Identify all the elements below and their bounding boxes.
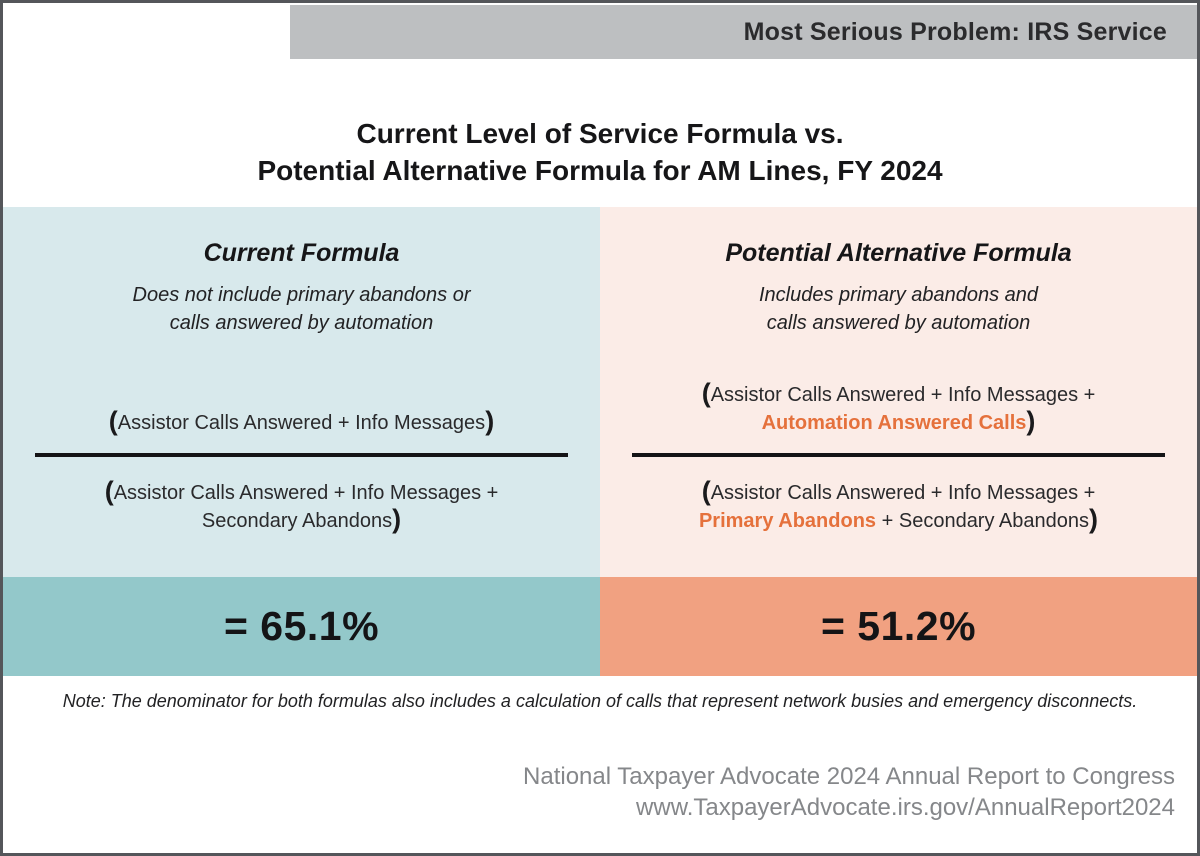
alternative-formula-heading: Potential Alternative Formula xyxy=(725,239,1072,267)
open-paren: ( xyxy=(701,378,711,408)
alternative-formula-denominator: (Assistor Calls Answered + Info Messages… xyxy=(632,476,1165,535)
alternative-denominator-rest: + Secondary Abandons xyxy=(876,510,1090,532)
alternative-formula-subtitle: Includes primary abandons and calls answ… xyxy=(600,281,1197,337)
page-title-line1: Current Level of Service Formula vs. xyxy=(356,118,844,149)
source-footer: National Taxpayer Advocate 2024 Annual R… xyxy=(523,761,1175,823)
current-formula-heading: Current Formula xyxy=(203,239,400,267)
result-bars: = 65.1% = 51.2% xyxy=(3,577,1197,676)
alternative-fraction-bar xyxy=(632,453,1165,457)
alternative-subtitle-line2: calls answered by automation xyxy=(766,312,1031,334)
source-url: www.TaxpayerAdvocate.irs.gov/AnnualRepor… xyxy=(636,794,1175,821)
current-denominator-line1: Assistor Calls Answered + Info Messages … xyxy=(113,482,499,504)
alternative-result-bar: = 51.2% xyxy=(600,577,1197,676)
alternative-formula-fraction: (Assistor Calls Answered + Info Messages… xyxy=(632,377,1165,535)
current-result-value: = 65.1% xyxy=(223,603,380,649)
page-title-line2: Potential Alternative Formula for AM Lin… xyxy=(257,155,943,186)
source-line: National Taxpayer Advocate 2024 Annual R… xyxy=(523,763,1175,790)
current-denominator-line2: Secondary Abandons xyxy=(201,510,393,532)
alternative-denominator-highlight: Primary Abandons xyxy=(698,510,877,532)
alternative-denominator-line1: Assistor Calls Answered + Info Messages … xyxy=(710,482,1096,504)
alternative-subtitle-line1: Includes primary abandons and xyxy=(758,284,1039,306)
footnote: Note: The denominator for both formulas … xyxy=(62,691,1138,711)
alternative-numerator-highlight: Automation Answered Calls xyxy=(761,412,1027,434)
alternative-formula-numerator: (Assistor Calls Answered + Info Messages… xyxy=(632,377,1165,437)
formula-panels: Current Formula Does not include primary… xyxy=(3,207,1197,577)
current-subtitle-line2: calls answered by automation xyxy=(169,312,434,334)
current-numerator-text: Assistor Calls Answered + Info Messages xyxy=(117,412,486,434)
close-paren: ) xyxy=(1026,406,1036,436)
current-formula-panel: Current Formula Does not include primary… xyxy=(3,207,600,577)
alternative-result-value: = 51.2% xyxy=(820,603,977,649)
current-subtitle-line1: Does not include primary abandons or xyxy=(132,284,471,306)
current-formula-numerator: (Assistor Calls Answered + Info Messages… xyxy=(35,377,568,437)
close-paren: ) xyxy=(392,504,402,534)
alternative-numerator-line1: Assistor Calls Answered + Info Messages … xyxy=(710,384,1096,406)
header-banner: Most Serious Problem: IRS Service xyxy=(290,5,1197,59)
current-result-bar: = 65.1% xyxy=(3,577,600,676)
close-paren: ) xyxy=(485,406,495,436)
current-formula-denominator: (Assistor Calls Answered + Info Messages… xyxy=(35,476,568,535)
open-paren: ( xyxy=(104,476,114,506)
current-formula-subtitle: Does not include primary abandons or cal… xyxy=(3,281,600,337)
banner-title: Most Serious Problem: IRS Service xyxy=(743,17,1167,46)
open-paren: ( xyxy=(701,476,711,506)
current-formula-fraction: (Assistor Calls Answered + Info Messages… xyxy=(35,377,568,535)
alternative-formula-panel: Potential Alternative Formula Includes p… xyxy=(600,207,1197,577)
close-paren: ) xyxy=(1089,504,1099,534)
open-paren: ( xyxy=(108,406,118,436)
current-fraction-bar xyxy=(35,453,568,457)
page-title: Current Level of Service Formula vs. Pot… xyxy=(3,115,1197,189)
